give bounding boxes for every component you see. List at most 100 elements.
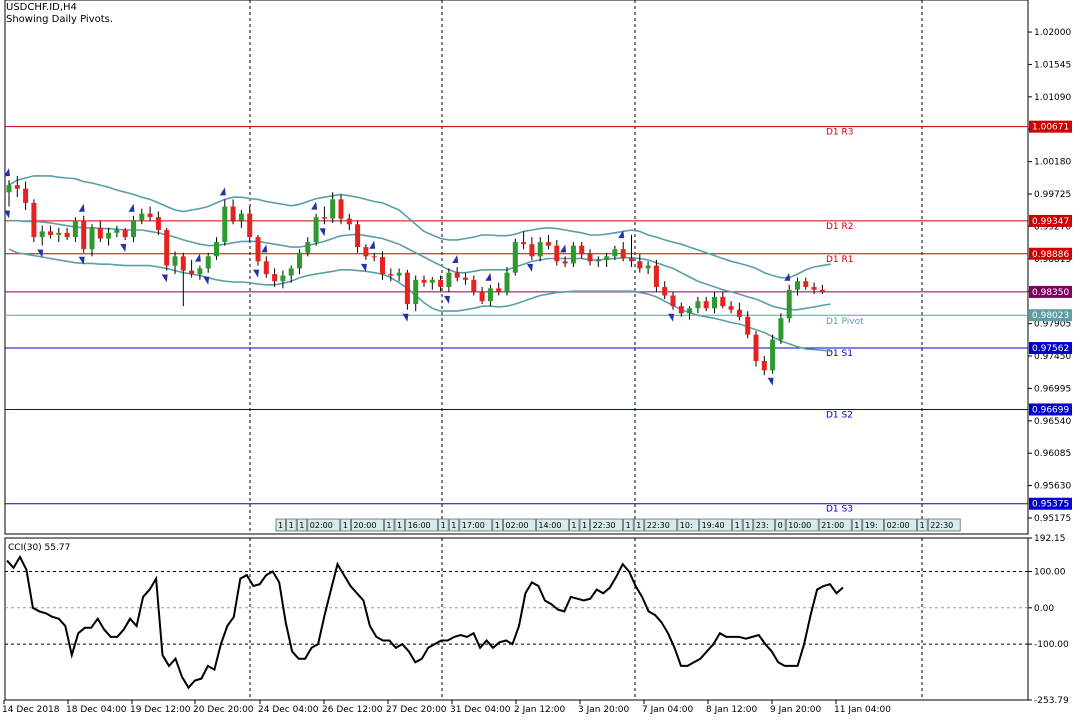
band-upper-line [8,175,831,279]
candle-body [570,245,576,264]
pivot-price-label: 0.98023 [1032,311,1069,321]
time-label-box [492,518,503,532]
candle-body [678,306,684,314]
fractal-down-marker [319,228,326,237]
band-lower-line [8,248,831,352]
fractal-up-marker [78,203,85,212]
candle-body [620,249,626,259]
candle-body [753,334,759,361]
fractal-up-marker [452,255,459,263]
candle-body [297,252,302,269]
candle-body [604,256,610,260]
fractal-up-marker [194,253,201,262]
candle-body [446,272,452,287]
time-label-text: 17:00 [462,521,485,530]
candle-body [529,244,535,257]
pivot-price-badge [1029,497,1072,510]
candle-body [471,279,477,292]
time-label-text: 02:00 [310,521,333,530]
time-axis-label: 11 Jan 04:00 [834,705,891,715]
time-axis-label: 26 Dec 12:00 [322,705,383,715]
time-label-box [633,518,645,532]
candle-body [587,254,593,262]
time-label-text: 1 [582,521,587,530]
candle-body [172,256,178,266]
time-label-text: 14:00 [538,521,561,530]
time-label-box [384,518,395,532]
candle-body [338,199,344,219]
main-plot-frame [4,0,1029,535]
time-label-text: 1 [299,521,304,530]
candle-body [504,272,510,292]
price-tick-label: 0.95630 [1034,482,1071,492]
time-axis-label: 9 Jan 20:00 [770,705,822,715]
time-label-text: 1 [495,521,500,530]
candle-body [81,220,87,250]
time-label-box [742,518,754,532]
time-label-text: 1 [343,521,348,530]
candle-body [803,281,809,287]
time-axis-label: 3 Jan 20:00 [578,705,630,715]
fractal-up-marker [369,240,376,249]
fractal-down-marker [4,210,10,219]
candle-body [404,272,410,305]
fractal-up-marker [128,203,135,212]
pivot-name-label: D1 R3 [826,128,854,138]
time-label-box [340,518,351,532]
candle-body [612,249,618,257]
candle-body [97,227,103,239]
candle-body [496,288,502,292]
candle-body [712,296,717,309]
time-label-box [275,518,286,532]
time-label-text: 1 [441,521,446,530]
candle-body [728,306,734,310]
fractal-up-marker [618,230,625,239]
time-label-box [351,518,384,532]
candle-body [321,217,327,219]
fractal-up-marker [560,244,567,253]
cci-tick-label: 192.15 [1034,534,1066,544]
time-label-box [917,518,928,532]
fractal-down-marker [668,313,674,322]
candle-body [429,279,435,283]
candle-body [778,318,784,340]
price-tick-label: 0.97905 [1034,320,1071,330]
fractal-down-marker [402,313,409,322]
candle-body [122,229,128,238]
candle-body [819,289,825,292]
time-axis-label: 8 Jan 12:00 [706,705,758,715]
pivot-name-label: D1 R1 [826,255,854,265]
candle-body [64,232,70,238]
candle-body [645,265,651,269]
candle-body [479,291,485,302]
time-label-box [448,518,460,532]
time-label-text: 02:00 [887,521,910,530]
candle-body [56,232,62,235]
candle-body [438,279,444,287]
current-price-label: 0.98350 [1032,288,1069,298]
price-tick-label: 0.97450 [1034,352,1071,362]
pivot-price-label: 0.96699 [1032,405,1069,415]
time-label-box [590,518,623,532]
price-tick-label: 0.96085 [1034,449,1071,459]
time-label-box [644,518,678,532]
time-label-box [884,518,917,532]
time-axis-label: 2 Jan 12:00 [514,705,566,715]
price-tick-label: 0.98815 [1034,255,1071,265]
candle-body [214,242,219,257]
symbol-label: USDCHF.ID,H4 [6,2,77,13]
candle-body [521,242,527,245]
price-tick-label: 1.00180 [1034,158,1071,168]
pivot-name-label: D1 S2 [826,410,853,420]
pivot-price-label: 0.99347 [1032,217,1069,227]
pivot-price-label: 0.98886 [1032,250,1069,260]
candle-body [695,301,701,309]
candle-body [147,213,153,218]
fractal-up-marker [219,187,226,196]
time-label-box [405,518,438,532]
candle-body [736,309,742,317]
time-label-box [307,518,341,532]
cci-tick-label: 100.00 [1034,567,1066,577]
candle-body [313,217,319,243]
